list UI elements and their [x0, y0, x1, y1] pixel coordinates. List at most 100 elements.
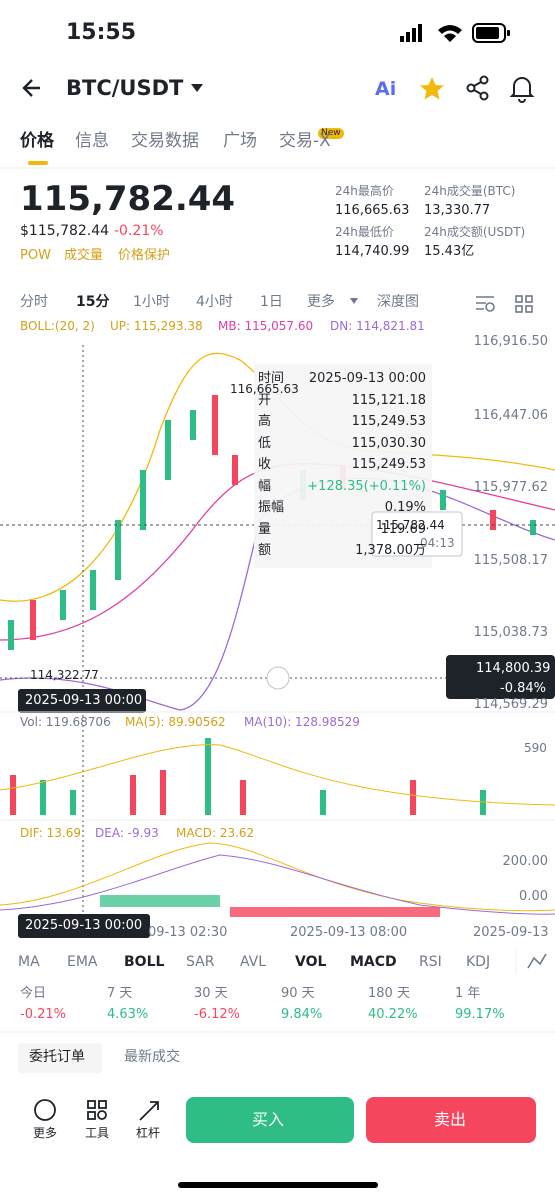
order-tab[interactable]: 最新成交	[124, 1049, 180, 1065]
perf-label: 30 天	[194, 986, 228, 1001]
tooltip-value: 115,249.53	[351, 414, 426, 429]
indicator[interactable]: RSI	[419, 954, 442, 970]
indicator[interactable]: MACD	[350, 954, 397, 970]
interval[interactable]: 4小时	[196, 294, 233, 310]
indicator[interactable]: KDJ	[466, 954, 491, 970]
interval[interactable]: 15分	[76, 294, 110, 310]
fiat-price: $115,782.44	[20, 223, 110, 239]
cross-time: 2025-09-13 00:00	[25, 918, 143, 933]
dea-line	[0, 854, 555, 915]
macd-axis: 200.00	[502, 854, 549, 869]
vol-ma10: MA(10): 128.98529	[244, 715, 360, 729]
cross-price: 114,800.39	[476, 661, 551, 676]
perf-value: -0.21%	[20, 1007, 66, 1022]
stat-value: 114,740.99	[335, 244, 410, 259]
cross-price-bg	[446, 655, 555, 699]
star-icon[interactable]	[420, 77, 444, 100]
status-time: 15:55	[66, 20, 137, 45]
macd-bars	[100, 895, 440, 917]
perf-value: 4.63%	[107, 1007, 149, 1022]
chart-icon[interactable]	[527, 953, 547, 969]
boll-mb: MB: 115,057.60	[218, 319, 314, 333]
tab[interactable]: 价格	[20, 131, 54, 151]
price-tag: 成交量	[64, 248, 104, 263]
tooltip-value: 115,121.18	[351, 392, 426, 408]
buy-label[interactable]: 买入	[252, 1110, 285, 1129]
perf-value: 99.17%	[455, 1007, 505, 1022]
bell-icon[interactable]	[509, 77, 535, 103]
tooltip-value: 1,378.00万	[355, 543, 426, 558]
buy-button[interactable]	[186, 1097, 354, 1143]
time-axis-label: 2025-09-13	[473, 925, 549, 940]
dif-line	[0, 842, 555, 912]
tooltip-label: 高	[258, 414, 272, 429]
interval[interactable]: 更多	[307, 294, 335, 310]
time-axis-label: 2025-09-13 08:00	[290, 925, 408, 940]
toolbar-label[interactable]: 工具	[85, 1126, 110, 1140]
indicator[interactable]: SAR	[186, 954, 215, 970]
tab[interactable]: 交易-X	[279, 131, 331, 151]
sell-button[interactable]	[366, 1097, 536, 1143]
back-arrow[interactable]	[22, 79, 40, 97]
indicator[interactable]: EMA	[67, 954, 98, 970]
more-arrow	[350, 298, 358, 304]
home-indicator	[178, 1182, 378, 1188]
share-icon[interactable]	[466, 75, 489, 101]
sell-label[interactable]: 卖出	[434, 1110, 467, 1129]
volume-bars	[10, 738, 486, 815]
tooltip-value: 115,030.30	[351, 435, 426, 451]
interval[interactable]: 1日	[260, 294, 283, 310]
vol-label: Vol: 119.68706	[20, 715, 111, 729]
perf-label: 7 天	[107, 986, 133, 1001]
tab[interactable]: 信息	[75, 131, 109, 151]
pair-title[interactable]: BTC/USDT	[66, 76, 184, 100]
price-change: -0.21%	[114, 223, 164, 239]
tooltip-label: 额	[258, 543, 272, 558]
indicator[interactable]: VOL	[295, 954, 327, 970]
stat-label: 24h成交量(BTC)	[424, 184, 516, 198]
tooltip-value: 115,249.53	[351, 457, 426, 472]
vol-axis: 590	[524, 741, 547, 755]
cross-time-bg	[18, 689, 146, 713]
tab[interactable]: 广场	[223, 131, 257, 151]
chart-tools[interactable]	[476, 295, 533, 313]
low-label: 114,322.77	[30, 668, 99, 682]
indicator[interactable]: AVL	[240, 954, 267, 970]
stat-label: 24h最低价	[335, 225, 394, 239]
cross-time: 2025-09-13 00:00	[25, 693, 143, 708]
interval[interactable]: 深度图	[377, 294, 419, 310]
order-tab[interactable]: 委托订单	[29, 1049, 85, 1065]
interval[interactable]: 1小时	[133, 294, 170, 310]
boll-up: UP: 115,293.38	[110, 319, 203, 333]
tooltip-label: 时间	[258, 371, 285, 386]
vol-ma5: MA(5): 89.90562	[125, 715, 226, 729]
price-axis-label: 115,038.73	[473, 625, 548, 640]
eye-button[interactable]	[266, 666, 290, 690]
toolbar-label[interactable]: 杠杆	[136, 1126, 161, 1140]
price-axis-label: 115,508.17	[473, 553, 548, 568]
tooltip-label: 开	[258, 392, 272, 408]
ai-icon[interactable]: Ai	[375, 78, 397, 100]
indicator[interactable]: BOLL	[124, 954, 165, 970]
dropdown-arrow[interactable]	[191, 84, 203, 92]
tooltip-label: 幅	[258, 478, 272, 494]
cross-change: -0.84%	[500, 681, 546, 696]
dif-label: DIF: 13.69	[20, 826, 81, 840]
boll-dn: DN: 114,821.81	[330, 319, 425, 333]
indicator[interactable]: MA	[18, 954, 40, 970]
dea-label: DEA: -9.93	[95, 826, 159, 840]
toolbar-icons[interactable]	[34, 1099, 159, 1121]
perf-label: 180 天	[368, 986, 410, 1001]
cross-time-bg	[18, 914, 150, 938]
tooltip-label: 量	[258, 521, 272, 537]
toolbar-label[interactable]: 更多	[33, 1126, 58, 1140]
tab-underline	[28, 161, 48, 165]
perf-value: 40.22%	[368, 1007, 418, 1022]
stat-value: 13,330.77	[424, 203, 491, 218]
interval[interactable]: 分时	[20, 294, 48, 310]
perf-value: -6.12%	[194, 1007, 240, 1022]
tab[interactable]: 交易数据	[131, 131, 199, 151]
price-axis-label: 116,916.50	[473, 334, 548, 349]
